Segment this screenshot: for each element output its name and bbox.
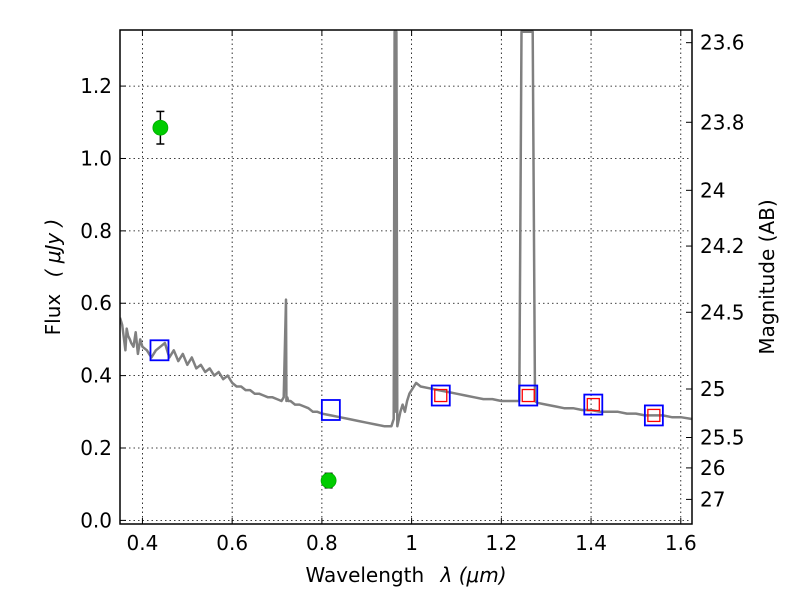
y-tick-label: 0.6 [80,291,112,315]
y-tick-label: 0.4 [80,364,112,388]
y-tick-label: 1.0 [80,146,112,170]
plot-area [120,30,692,428]
y2-tick-label: 26 [700,456,725,480]
model-square-marker [521,388,535,403]
model-square-marker [586,397,600,412]
y2-tick-label: 24.2 [700,234,745,258]
photometry-square-marker [430,384,451,407]
x-tick-label: 0.4 [127,531,159,555]
y-tick-label: 0.8 [80,219,112,243]
x-tick-label: 0.6 [216,531,248,555]
y2-tick-label: 23.6 [700,31,745,55]
y2-tick-label: 23.8 [700,110,745,134]
y2-tick-label: 24.5 [700,300,745,324]
plot-frame [119,29,693,525]
y-axis-label-prefix: Flux [41,294,65,336]
y2-tick-label: 25 [700,377,725,401]
spectrum-line [120,30,692,428]
x-axis-label: Wavelength λ (μm) [305,563,506,587]
x-axis-label-prefix: Wavelength [305,563,424,587]
y-tick-label: 0.2 [80,436,112,460]
flux-point-marker [320,472,337,489]
y2-tick-label: 27 [700,487,725,511]
grid [120,30,692,524]
x-tick-label: 1.6 [665,531,697,555]
y-tick-label: 1.2 [80,74,112,98]
x-tick-label: 0.8 [306,531,338,555]
axes-ticks: 0.4 0.6 0.8 1 1.2 1.4 1.6 0.0 0.2 0.4 0.6 0.8 1.0 1.2… [80,30,745,555]
y-axis-label-math: ( μJy ) [41,219,65,278]
y2-tick-label: 24 [700,178,725,202]
y2-axis-label: Magnitude (AB) [755,199,779,354]
y-tick-label: 0.0 [80,508,112,532]
photometry-square-marker [320,399,341,421]
y2-tick-label: 25.5 [700,426,745,450]
x-tick-label: 1.4 [575,531,607,555]
y-axis-label: Flux ( μJy ) [41,219,65,336]
model-square-marker [434,388,448,403]
photometry-square-marker [149,339,170,362]
flux-point-marker [152,119,169,136]
photometry-square-marker [583,393,604,416]
photometry-square-marker [518,384,539,407]
photometry-square-marker [643,404,664,427]
x-axis-label-math: λ (μm) [440,563,507,587]
markers [149,110,664,489]
model-square-marker [647,408,661,423]
x-tick-label: 1 [405,531,418,555]
x-tick-label: 1.2 [485,531,517,555]
